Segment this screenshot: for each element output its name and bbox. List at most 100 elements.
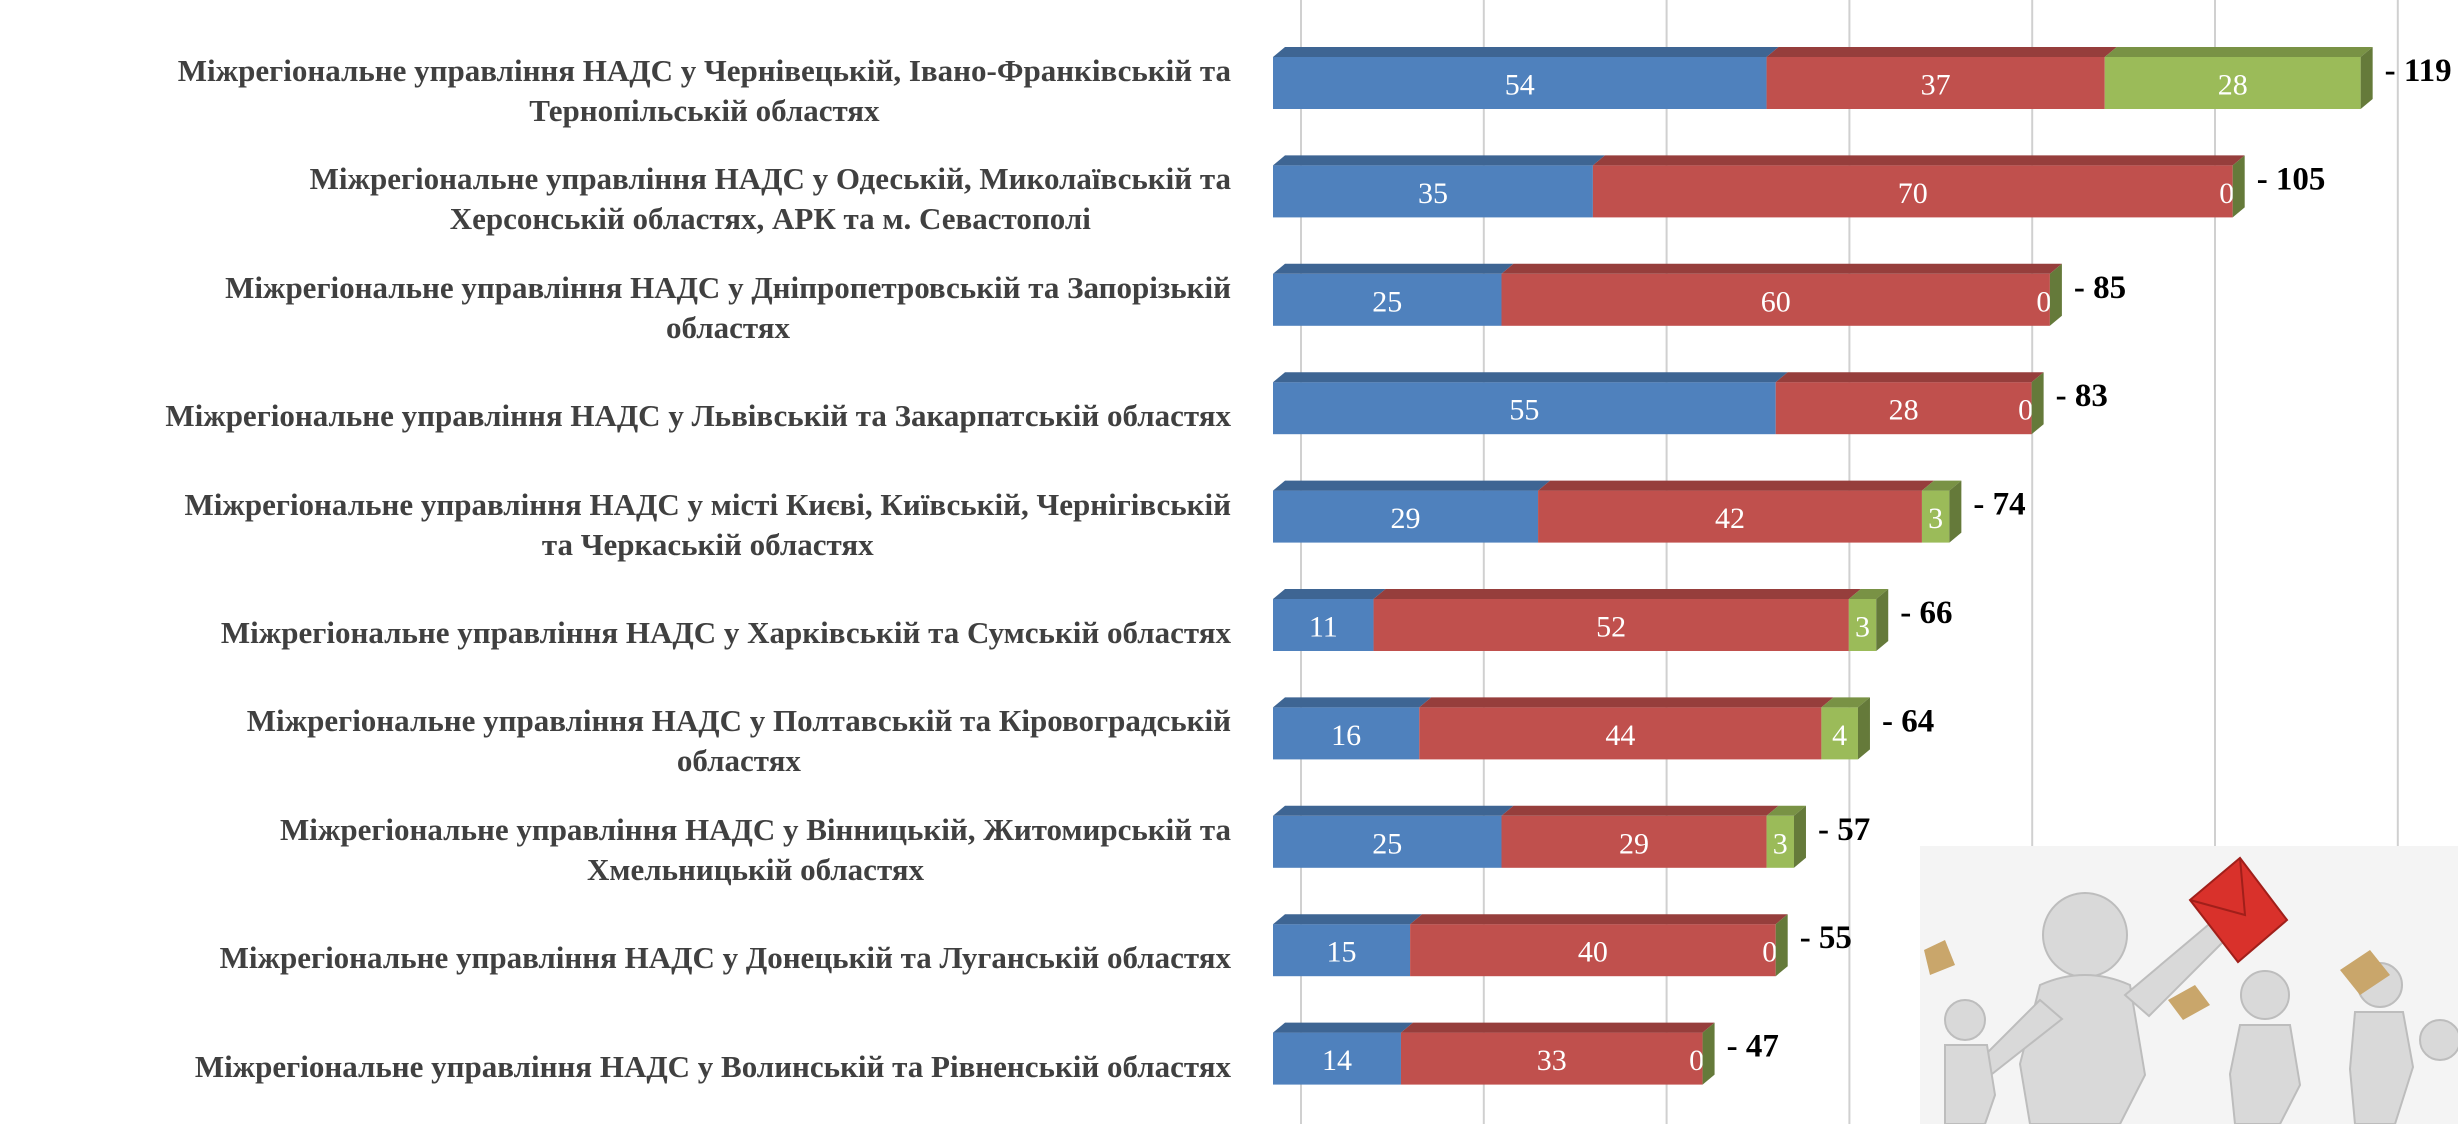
bar-top	[1921, 480, 1962, 491]
bar-side	[2049, 263, 2062, 326]
category-label-line: Міжрегіональне управління НАДС у Черніве…	[177, 53, 1231, 88]
value-label: 29	[1391, 502, 1421, 535]
bar-side	[2232, 155, 2245, 218]
value-label: 52	[1596, 611, 1626, 644]
value-label: 3	[1855, 611, 1870, 644]
value-label: 0	[2018, 394, 2033, 427]
bar-segment	[1273, 273, 1502, 326]
total-label: - 47	[1727, 1029, 1779, 1065]
bar-top	[1273, 372, 1788, 383]
bar-top	[1419, 697, 1834, 708]
bar-segment	[1501, 273, 2050, 326]
illustration	[1920, 846, 2458, 1124]
value-label: 25	[1372, 285, 1402, 318]
value-label: 54	[1505, 69, 1535, 102]
bar-top	[2104, 47, 2373, 57]
bar-top	[1821, 697, 1870, 708]
category-label: Міжрегіональне управління НАДС у Львівсь…	[165, 396, 1231, 436]
bar-segment	[1273, 815, 1502, 868]
total-label: - 64	[1882, 703, 1934, 739]
bar-side	[1775, 914, 1788, 977]
bars: 54 37 28 - 119 35 70 0 - 105 25 60 0 - 85 55 28 0 - 83 2…	[1273, 47, 2452, 1085]
bar-side	[2031, 372, 2044, 435]
total-label: - 119	[2385, 53, 2452, 89]
value-label: 16	[1331, 719, 1361, 752]
bar-segment	[1592, 165, 2233, 218]
category-label: Міжрегіональне управління НАДС у Вінниць…	[280, 810, 1231, 890]
bar-top	[1373, 589, 1861, 599]
category-label-line: Міжрегіональне управління НАДС у Донецьк…	[219, 940, 1231, 976]
category-label-line: Міжрегіональне управління НАДС у Волинсь…	[194, 1048, 1231, 1084]
value-label: 0	[1689, 1044, 1704, 1077]
bar-top	[1501, 805, 1779, 816]
total-label: - 74	[1973, 487, 2025, 523]
total-label: - 83	[2056, 378, 2108, 414]
bar-top	[1273, 47, 1779, 57]
bar-top	[1273, 697, 1432, 708]
bar-top	[1592, 155, 2245, 166]
category-label: Міжрегіональне управління НАДС у Харківс…	[221, 613, 1231, 653]
figures	[1944, 892, 2458, 1124]
value-label: 70	[1898, 177, 1928, 210]
value-label: 0	[1762, 936, 1777, 969]
bar-top	[1766, 47, 2117, 57]
bar-segment	[1501, 815, 1767, 868]
bar-segment	[1273, 707, 1420, 760]
value-label: 42	[1715, 502, 1745, 535]
bar-top	[1273, 589, 1386, 599]
bar-segment	[1273, 57, 1767, 109]
category-label-line: та Черкаській областях	[541, 526, 874, 562]
value-label: 3	[1928, 502, 1943, 535]
bar-side	[1793, 805, 1806, 868]
bar-segment	[1848, 599, 1877, 651]
bar-top	[1273, 914, 1423, 925]
bar-side	[1702, 1022, 1715, 1085]
value-label: 60	[1761, 285, 1791, 318]
category-label: Міжрегіональне управління НАДС у Черніве…	[178, 51, 1231, 131]
category-label-line: Тернопільській областях	[529, 93, 880, 128]
bar-top	[1273, 1022, 1413, 1033]
bar-segment	[1821, 707, 1858, 760]
category-label: Міжрегіональне управління НАДС у місті К…	[185, 485, 1231, 565]
total-label: - 55	[1800, 920, 1852, 956]
category-label-line: Міжрегіональне управління НАДС у Полтавс…	[246, 703, 1231, 739]
value-label: 28	[2218, 69, 2248, 102]
total-label: - 105	[2257, 161, 2326, 197]
bar-top	[1273, 155, 1605, 166]
category-label: Міжрегіональне управління НАДС у Донецьк…	[220, 938, 1231, 978]
bar-segment	[1400, 1032, 1703, 1085]
bar-segment	[1410, 924, 1776, 977]
bar-segment	[1538, 490, 1922, 543]
bar-side	[1876, 589, 1889, 651]
category-label-line: Міжрегіональне управління НАДС у Вінниць…	[280, 811, 1231, 847]
value-label: 44	[1605, 719, 1635, 752]
value-label: 3	[1773, 827, 1788, 860]
value-label: 11	[1309, 611, 1338, 644]
value-label: 0	[2219, 177, 2234, 210]
category-label-line: Міжрегіональне управління НАДС у місті К…	[184, 486, 1231, 522]
envelopes	[1924, 856, 2390, 1020]
bar-side	[2360, 47, 2373, 109]
value-label: 25	[1372, 827, 1402, 860]
bar-top	[1273, 480, 1551, 491]
bar-side	[1857, 697, 1870, 760]
category-label: Міжрегіональне управління НАДС у Волинсь…	[195, 1047, 1231, 1087]
bar-segment	[1373, 599, 1849, 651]
bar-segment	[1273, 382, 1776, 435]
value-label: 28	[1889, 394, 1919, 427]
bar-top	[1766, 805, 1806, 816]
bar-top	[1400, 1022, 1715, 1033]
total-label: - 57	[1818, 812, 1870, 848]
bar-segment	[1273, 1032, 1401, 1085]
bar-top	[1410, 914, 1788, 925]
bar-segment	[1766, 57, 2105, 109]
value-label: 0	[2036, 285, 2051, 318]
bar-top	[1538, 480, 1934, 491]
category-label-line: областях	[666, 309, 791, 345]
category-label-line: Міжрегіональне управління НАДС у Львівсь…	[165, 398, 1231, 434]
value-label: 37	[1921, 69, 1951, 102]
total-label: - 85	[2074, 270, 2126, 306]
category-label-line: Херсонській областях, АРК та м. Севастоп…	[449, 201, 1091, 237]
